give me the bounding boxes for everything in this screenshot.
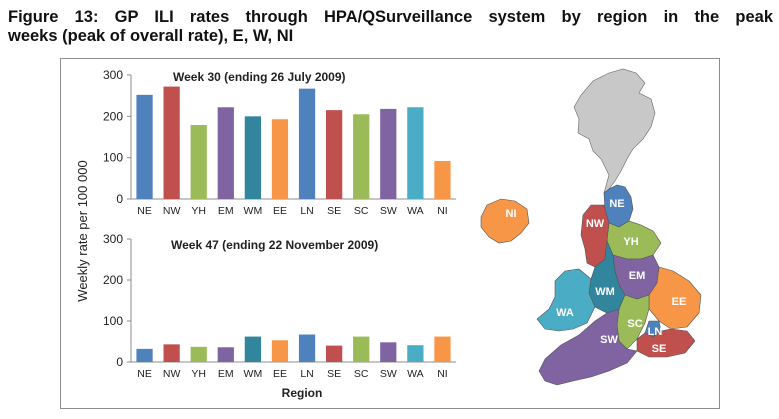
x-tick-label: WA [407,368,424,380]
figure-frame: Weekly rate per 100 000 Region Week 30 (… [60,58,720,409]
bar-chart-week-47: Week 47 (ending 22 November 2009) 0 100 20… [103,232,456,380]
bar-ne [136,348,153,362]
y-tick-label: 200 [103,109,123,123]
map-label-ln: LN [648,326,663,338]
x-tick-label: NI [437,368,448,380]
map-label-em: EM [629,270,646,282]
x-tick-label: LN [300,205,313,217]
bar-ee [271,119,289,199]
y-tick-label: 0 [116,355,123,369]
chart-title-week-30: Week 30 (ending 26 July 2009) [173,70,346,84]
x-tick-label: EM [218,368,234,380]
x-tick-label: WM [244,368,263,380]
map-label-wa: WA [556,307,574,319]
x-tick-label: LN [300,368,313,380]
bar-em [217,347,234,362]
y-tick-label: 0 [116,192,123,206]
x-tick-label: EE [273,368,287,380]
y-tick-label: 300 [103,232,123,246]
map-label-sw: SW [600,334,618,346]
chart-title-week-47: Week 47 (ending 22 November 2009) [171,238,378,252]
map-label-yh: YH [623,236,638,248]
map-region-nw [580,204,610,268]
bar-ni [434,160,451,199]
y-tick-label: 100 [103,314,123,328]
x-tick-label: YH [191,368,206,380]
bar-nw [163,344,180,362]
x-tick-label: SE [327,205,341,217]
bar-ee [271,340,289,362]
bar-wa [407,345,424,362]
bar-yh [190,346,207,362]
x-tick-label: SW [380,368,397,380]
map-region-wa [536,268,596,332]
bar-yh [190,125,207,199]
bar-sw [380,108,397,199]
x-tick-label: NW [163,205,181,217]
x-tick-label: EM [218,205,234,217]
x-tick-label: SC [354,205,369,217]
bar-ln [298,88,316,199]
bar-em [217,107,234,199]
x-tick-label: WA [407,205,424,217]
bar-wm [244,336,261,362]
bar-ln [298,334,316,362]
bar-sc [353,114,370,199]
x-tick-label: SE [327,368,341,380]
map-label-nw: NW [586,218,605,230]
map-label-sc: SC [627,318,642,330]
map-region-scotland [573,68,656,194]
x-axis-label: Region [282,386,323,400]
y-tick-label: 300 [103,68,123,82]
map-region-se [636,328,696,358]
regional-map: NE NW YH EM WM EE LN SE SC SW WA NI [480,68,702,386]
map-label-ee: EE [672,296,687,308]
x-tick-label: NI [437,205,448,217]
x-tick-label: SW [380,205,397,217]
figure-caption: Figure 13: GP ILI rates through HPA/QSur… [8,8,773,46]
map-region-ni [480,198,530,244]
x-tick-label: NE [137,205,152,217]
bar-nw [163,86,180,199]
caption-line-2: weeks (peak of overall rate), E, W, NI [8,27,294,45]
bar-se [326,345,343,362]
x-tick-label: WM [244,205,263,217]
caption-line-1: Figure 13: GP ILI rates through HPA/QSur… [8,8,773,26]
y-axis-label: Weekly rate per 100 000 [75,160,90,301]
bar-se [326,110,343,199]
x-tick-label: EE [273,205,287,217]
bar-sc [353,336,370,362]
x-tick-label: NE [137,368,152,380]
map-region-ee [648,266,702,330]
x-tick-label: NW [163,368,181,380]
bar-ne [136,94,153,199]
x-tick-label: SC [354,368,369,380]
map-label-ni: NI [506,208,517,220]
map-label-se: SE [652,343,667,355]
bar-sw [380,342,397,362]
figure-svg: Weekly rate per 100 000 Region Week 30 (… [75,68,702,400]
map-label-ne: NE [609,198,624,210]
map-label-wm: WM [595,286,615,298]
bar-wm [244,116,261,199]
x-tick-label: YH [191,205,206,217]
bar-ni [434,336,451,362]
bar-chart-week-30: Week 30 (ending 26 July 2009) 0 100 200 300… [103,68,456,217]
map-region-sw [538,308,638,386]
y-tick-label: 200 [103,273,123,287]
bar-wa [407,107,424,199]
y-tick-label: 100 [103,151,123,165]
